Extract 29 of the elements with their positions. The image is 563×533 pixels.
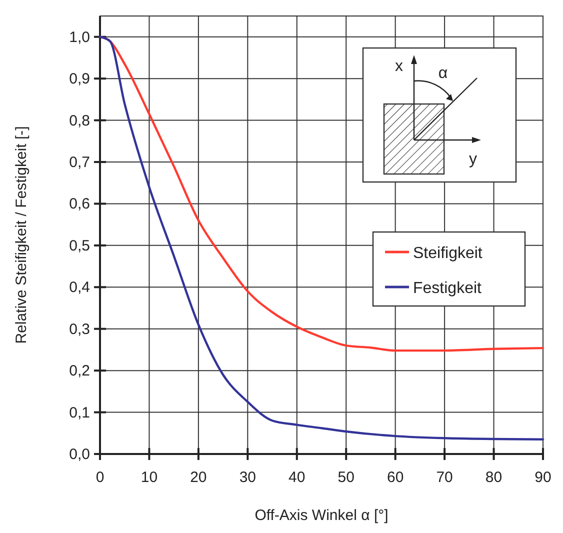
y-axis-title: Relative Steifigkeit / Festigkeit [-] <box>13 126 30 344</box>
annotation: α <box>438 65 448 82</box>
x-tick-label: 90 <box>534 469 552 486</box>
x-tick-label: 20 <box>190 469 207 486</box>
x-tick-label: 70 <box>436 469 453 486</box>
y-tick-label: 0,0 <box>69 446 90 463</box>
x-tick-label: 50 <box>338 469 354 486</box>
x-tick-label: 30 <box>239 469 256 486</box>
y-tick-label: 0,9 <box>69 70 90 88</box>
x-tick-label: 40 <box>288 469 306 486</box>
y-tick-label: 0,5 <box>69 237 90 254</box>
x-tick-label: 80 <box>485 469 502 486</box>
y-tick-label: 0,4 <box>69 279 90 296</box>
y-tick-label: 0,3 <box>69 320 90 338</box>
line-series <box>98 36 544 440</box>
y-tick-label: 0,2 <box>69 362 90 380</box>
x-tick-label: 0 <box>96 469 104 486</box>
legend-label: Steifigkeit <box>413 245 483 262</box>
x-tick-label: 60 <box>386 469 404 486</box>
y-tick-label: 0,1 <box>69 404 90 422</box>
annotation: x <box>395 58 403 75</box>
legend-label: Festigkeit <box>413 280 482 297</box>
y-tick-label: 1,0 <box>69 28 90 46</box>
annotation: y <box>469 151 477 168</box>
x-tick-label: 10 <box>140 469 158 486</box>
x-axis-title: Off-Axis Winkel α [°] <box>254 507 388 524</box>
y-tick-label: 0,8 <box>69 112 90 130</box>
y-tick-label: 0,7 <box>69 154 90 171</box>
y-tick-label: 0,6 <box>69 196 90 213</box>
